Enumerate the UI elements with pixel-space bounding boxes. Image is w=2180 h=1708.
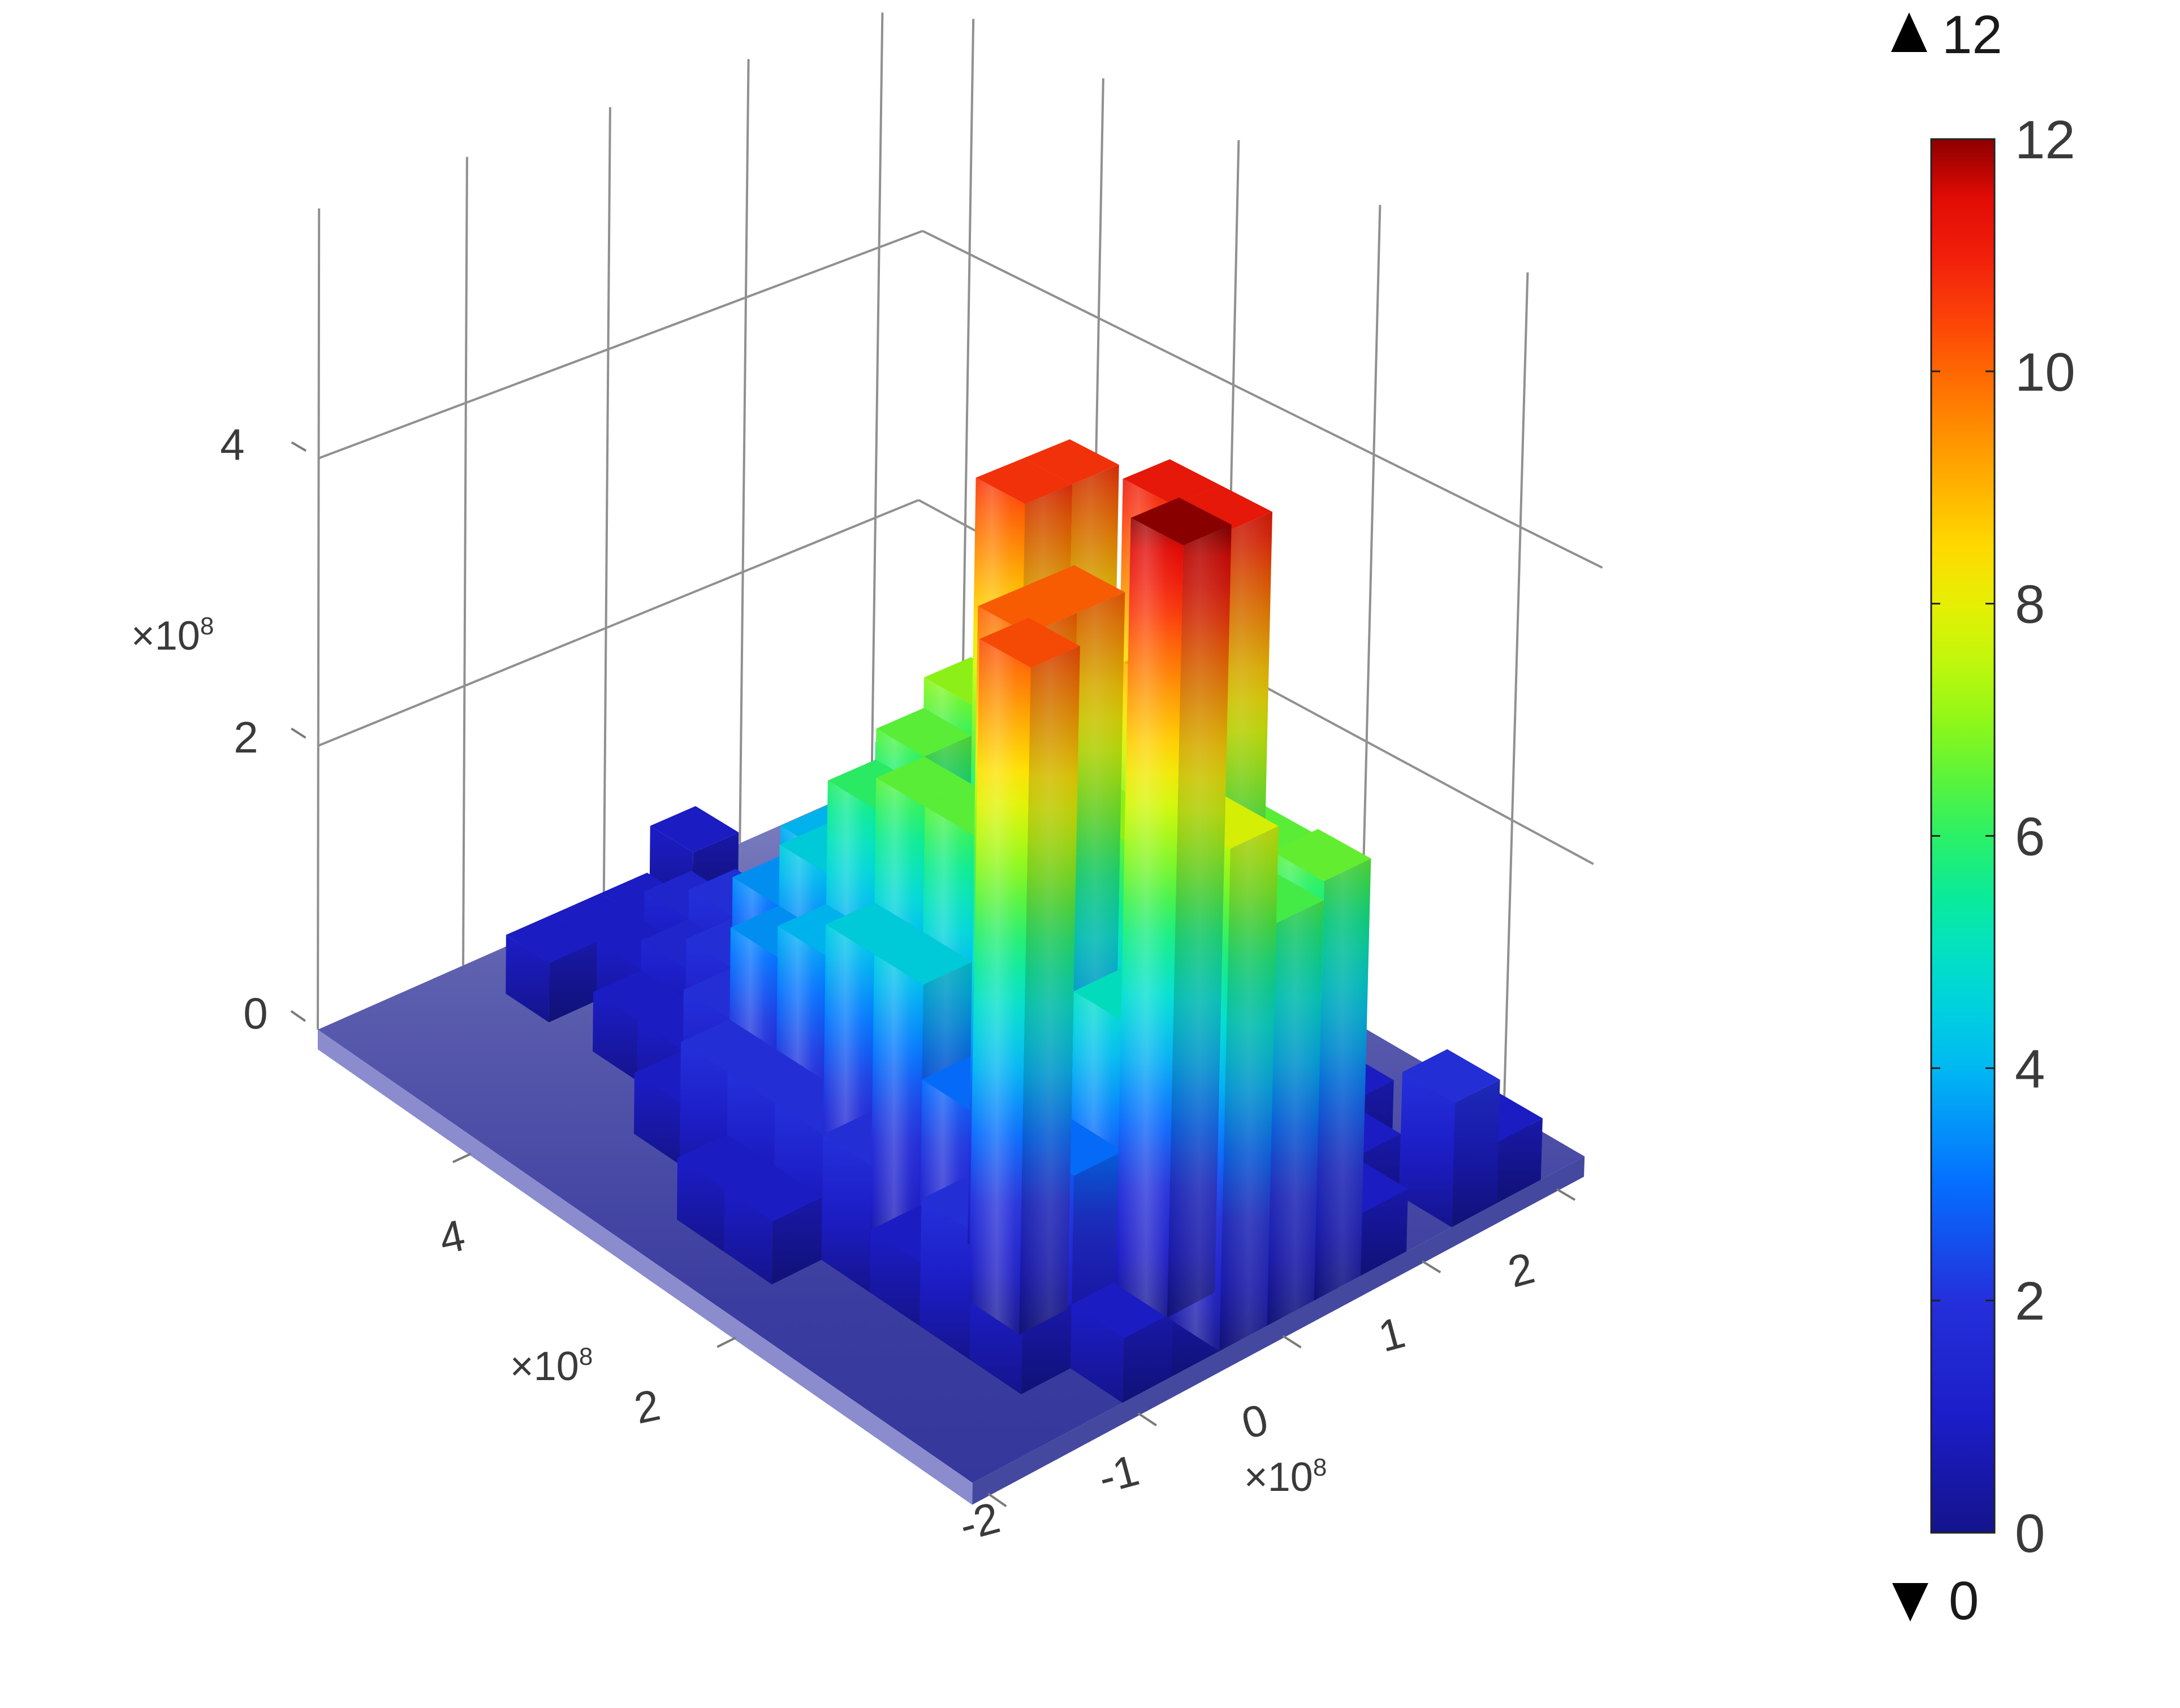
svg-text:12: 12 xyxy=(1942,5,2002,65)
svg-text:4: 4 xyxy=(2015,1039,2045,1099)
svg-text:6: 6 xyxy=(2015,807,2045,867)
svg-text:2: 2 xyxy=(2015,1271,2045,1331)
svg-text:4: 4 xyxy=(220,420,244,469)
svg-text:8: 8 xyxy=(2015,574,2045,635)
svg-text:0: 0 xyxy=(1949,1571,1979,1631)
svg-text:0: 0 xyxy=(2015,1503,2045,1564)
svg-text:12: 12 xyxy=(2015,110,2075,170)
svg-text:2: 2 xyxy=(234,712,258,762)
svg-text:×108: ×108 xyxy=(1244,1454,1327,1500)
svg-text:10: 10 xyxy=(2015,342,2075,403)
svg-text:0: 0 xyxy=(243,988,267,1038)
